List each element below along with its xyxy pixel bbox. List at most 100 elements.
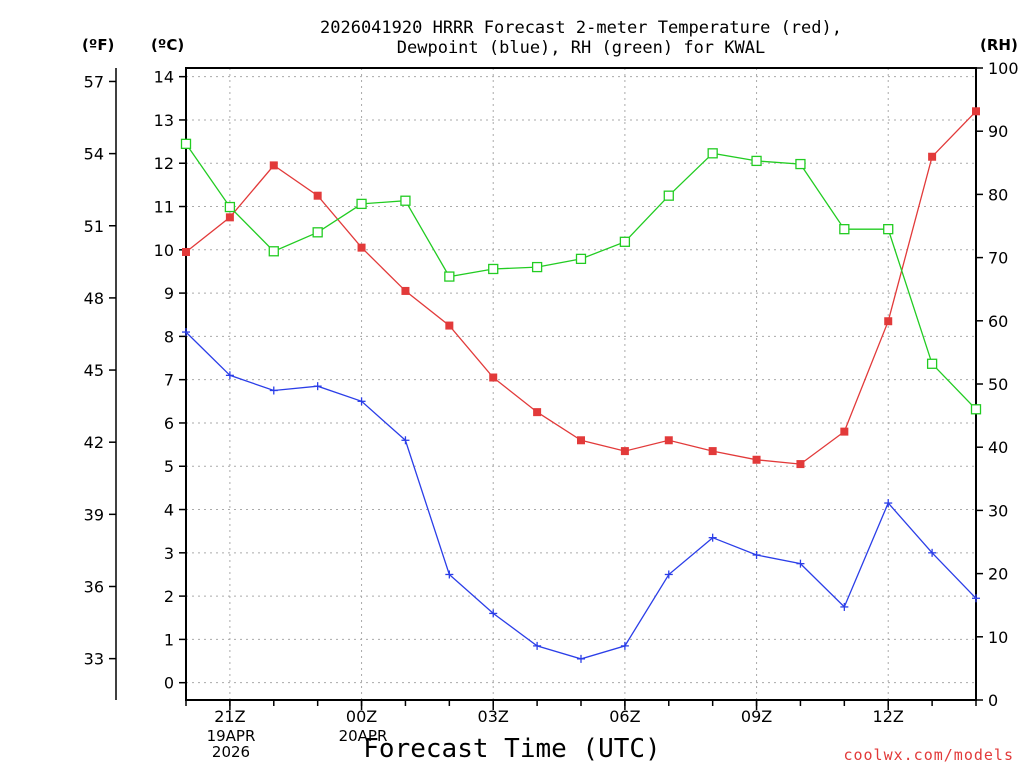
credit-link[interactable]: coolwx.com/models [843,746,1014,764]
fahrenheit-tick-label: 42 [84,433,104,452]
celsius-unit-label: (ºC) [151,36,185,54]
rh-point [883,224,894,235]
temperature-point [533,408,542,417]
rh-tick-label: 40 [988,438,1008,457]
x-tick-label: 03Z [478,707,509,726]
celsius-tick-label: 14 [154,68,174,87]
fahrenheit-tick-label: 36 [84,577,104,596]
dewpoint-line [185,331,977,660]
dewpoint-point [269,386,278,395]
rh-point [268,246,279,257]
x-tick-label: 12Z [873,707,904,726]
rh-tick-label: 0 [988,691,998,710]
celsius-tick-label: 10 [154,241,174,260]
rh-unit-label: (RH) [980,36,1018,54]
rh-point [926,358,938,369]
grid-lines [186,68,976,700]
temperature-point [577,436,585,445]
fahrenheit-tick-label: 54 [84,145,104,164]
data-series [180,107,982,663]
temperature-point [182,247,190,256]
dewpoint-point [664,570,673,579]
dewpoint-point [533,641,542,650]
fahrenheit-unit-label: (ºF) [82,36,115,54]
dewpoint-point [972,594,980,603]
dewpoint-point [708,533,717,542]
rh-tick-label: 10 [988,628,1008,647]
dewpoint-point [884,499,893,508]
dewpoint-point [620,641,629,650]
temperature-point [401,286,410,295]
dewpoint-point [752,550,761,559]
celsius-tick-label: 3 [164,544,174,563]
rh-point [619,236,631,247]
temperature-point [313,191,322,200]
temperature-point [752,455,761,464]
temperature-point [928,152,937,161]
celsius-tick-label: 6 [164,414,174,433]
date-label-20apr: 20APR [323,728,403,744]
rh-tick-label: 100 [988,59,1019,78]
x-axis-title: Forecast Time (UTC) [363,734,661,764]
dewpoint-point [401,436,410,445]
celsius-tick-label: 1 [164,630,174,649]
rh-point [400,195,411,206]
rh-tick-label: 90 [988,122,1008,141]
dewpoint-point [225,371,234,380]
fahrenheit-tick-label: 51 [84,217,104,236]
dewpoint-point [489,609,498,618]
rh-point [224,201,236,213]
dewpoint-point [928,548,937,557]
rh-point [575,253,587,265]
celsius-tick-label: 0 [164,674,174,693]
fahrenheit-tick-label: 57 [84,72,104,91]
dewpoint-point [313,382,322,391]
rh-point [795,158,806,170]
rh-point [180,138,192,149]
chart-title-line2: Dewpoint (blue), RH (green) for KWAL [396,38,766,58]
date-label-19apr-day: 19APR [206,727,256,745]
rh-point [488,263,499,275]
dewpoint-point [796,559,805,568]
rh-point [663,190,674,201]
date-label-19apr: 19APR 2026 [191,728,271,760]
dewpoint-point [840,602,849,611]
celsius-tick-label: 5 [164,457,174,476]
rh-tick-label: 50 [988,375,1008,394]
chart-title-line1: 2026041920 HRRR Forecast 2-meter Tempera… [320,18,842,38]
fahrenheit-tick-label: 45 [84,361,104,380]
temperature-point [708,447,717,456]
celsius-tick-label: 4 [164,501,174,520]
dewpoint-point [577,654,585,663]
rh-point [707,148,718,159]
rh-point [531,261,543,273]
date-label-19apr-year: 2026 [211,743,251,761]
celsius-tick-label: 9 [164,284,174,303]
dewpoint-point [445,570,454,579]
celsius-tick-label: 8 [164,327,174,346]
dewpoint-point [182,328,190,337]
rh-point [312,227,323,238]
temperature-point [664,436,673,445]
fahrenheit-tick-label: 33 [84,650,104,669]
temperature-point [357,243,366,252]
temperature-point [972,107,980,116]
rh-point [444,271,455,282]
fahrenheit-tick-label: 39 [84,505,104,524]
rh-tick-label: 80 [988,185,1008,204]
temperature-point [840,427,849,436]
celsius-tick-label: 2 [164,587,174,606]
temperature-point [489,373,498,382]
celsius-tick-label: 12 [154,154,174,173]
rh-point [970,404,982,415]
rh-tick-label: 20 [988,565,1008,584]
celsius-tick-label: 7 [164,371,174,390]
rh-tick-label: 70 [988,249,1008,268]
rh-point [751,155,762,167]
temperature-point [225,213,234,222]
rh-tick-label: 30 [988,501,1008,520]
temperature-point [269,161,278,170]
x-tick-label: 06Z [609,707,640,726]
date-label-20apr-day: 20APR [338,727,388,745]
